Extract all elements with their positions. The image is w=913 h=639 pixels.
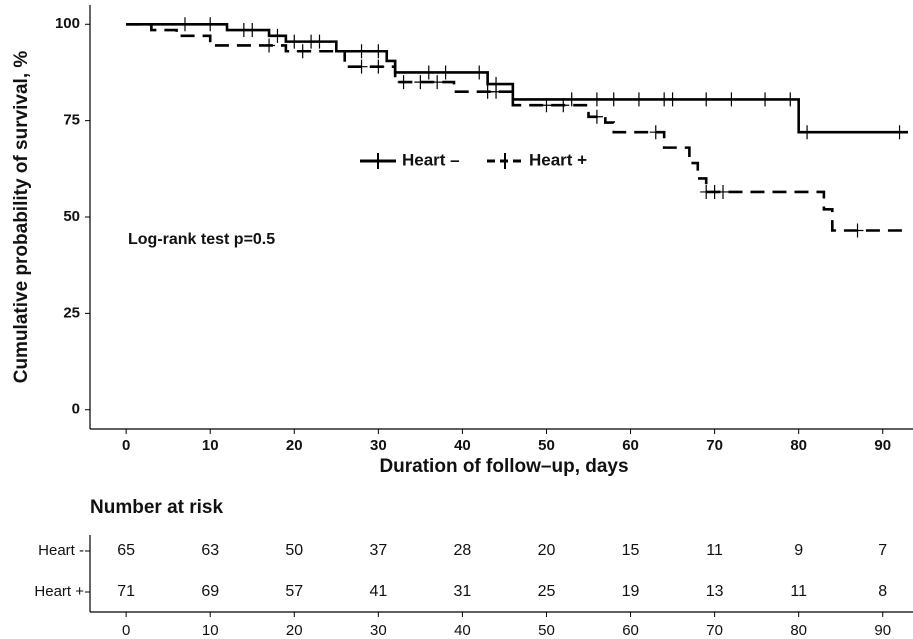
x-tick-label: 60 [622,437,639,454]
risk-value: 63 [201,542,219,559]
censor-mark [893,125,906,140]
risk-x-tick-label: 70 [706,622,723,639]
risk-value: 57 [285,583,303,600]
censor-mark [313,34,326,49]
censor-mark [540,98,553,113]
annotation: Log-rank test p=0.5 [128,231,275,248]
censor-mark [725,92,738,107]
risk-value: 7 [878,542,887,559]
risk-x-tick-label: 30 [370,622,387,639]
censor-mark [666,92,679,107]
x-tick-label: 0 [122,437,130,454]
risk-value: 9 [794,542,803,559]
censor-mark [632,92,645,107]
censor-mark [700,92,713,107]
censor-mark [204,17,217,32]
legend-label: Heart – [402,150,460,169]
risk-value: 65 [117,542,135,559]
x-tick-label: 30 [370,437,387,454]
x-tick-label: 10 [202,437,219,454]
risk-value: 20 [538,542,556,559]
risk-x-tick-label: 20 [286,622,303,639]
censor-mark [759,92,772,107]
risk-value: 11 [706,542,723,559]
risk-table-title: Number at risk [90,497,223,518]
risk-value: 15 [622,542,640,559]
censor-mark [557,98,570,113]
risk-value: 69 [201,583,219,600]
x-tick-label: 80 [790,437,807,454]
censor-mark [717,184,730,199]
x-tick-label: 70 [706,437,723,454]
censor-mark [414,75,427,90]
censor-mark [296,44,309,59]
censor-mark [490,84,503,99]
censor-mark [801,125,814,140]
censor-mark [590,109,603,124]
risk-row-label: Heart + [34,583,84,600]
y-tick-label: 50 [63,208,80,225]
risk-value: 11 [790,583,807,600]
risk-x-tick-label: 60 [622,622,639,639]
risk-value: 25 [538,583,556,600]
y-tick-label: 75 [63,112,80,129]
risk-value: 37 [369,542,387,559]
censor-mark [288,34,301,49]
risk-x-tick-label: 10 [202,622,219,639]
risk-x-tick-label: 0 [122,622,130,639]
risk-value: 8 [878,583,887,600]
censor-mark [649,125,662,140]
risk-x-tick-label: 80 [790,622,807,639]
risk-value: 28 [454,542,472,559]
censor-mark [607,92,620,107]
censor-mark [372,44,385,59]
risk-x-tick-label: 50 [538,622,555,639]
risk-value: 50 [285,542,303,559]
x-tick-label: 40 [454,437,471,454]
censor-mark [355,59,368,74]
censor-mark [178,17,191,32]
y-tick-label: 0 [72,401,80,418]
risk-value: 13 [706,583,724,600]
censor-mark [422,65,435,80]
censor-mark [397,75,410,90]
x-axis-title: Duration of follow–up, days [379,456,628,477]
censor-mark [372,59,385,74]
censor-mark [271,28,284,43]
y-tick-label: 100 [55,15,80,32]
legend-label: Heart + [529,150,587,169]
y-tick-label: 25 [63,304,80,321]
censor-mark [439,65,452,80]
risk-x-tick-label: 40 [454,622,471,639]
x-tick-label: 20 [286,437,303,454]
censor-mark [590,92,603,107]
censor-mark [263,38,276,53]
x-tick-label: 90 [874,437,891,454]
censor-mark [246,23,259,38]
censor-mark [473,65,486,80]
x-tick-label: 50 [538,437,555,454]
censor-mark [784,92,797,107]
survival-curve [126,22,908,134]
risk-x-tick-label: 90 [874,622,891,639]
risk-value: 41 [369,583,387,600]
risk-value: 71 [117,583,135,600]
risk-row-label: Heart - [38,542,84,559]
censor-mark [355,44,368,59]
censor-mark [851,223,864,238]
y-axis-title: Cumulative probability of survival, % [11,51,32,384]
censor-mark [565,92,578,107]
censor-mark [431,75,444,90]
survival-curve [126,22,908,232]
risk-value: 19 [622,583,640,600]
risk-value: 31 [454,583,472,600]
